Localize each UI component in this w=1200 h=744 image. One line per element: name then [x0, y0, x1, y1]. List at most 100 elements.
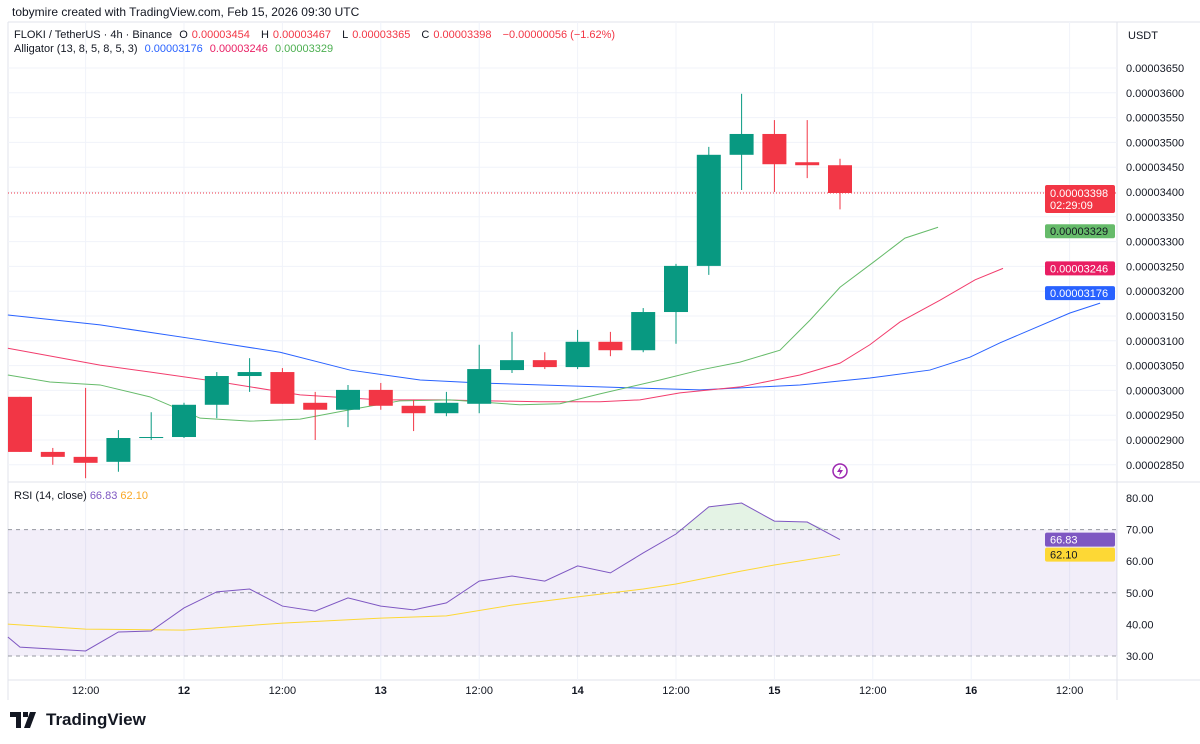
rsi-line [7, 502, 841, 652]
candle-down [270, 372, 295, 404]
candle-up [631, 312, 656, 351]
price-tick-label: 0.00003400 [1126, 187, 1184, 199]
change-value: −0.00000056 (−1.62%) [502, 29, 616, 41]
symbol-name[interactable]: FLOKI / TetherUS · 4h · Binance [14, 29, 173, 41]
low-label: L [342, 29, 349, 41]
alligator-indicator-name[interactable]: Alligator (13, 8, 5, 8, 5, 3) [14, 43, 138, 55]
time-tick-label: 12:00 [72, 685, 100, 697]
candle-up [139, 437, 164, 439]
rsi-value: 66.83 [89, 490, 118, 502]
price-tick-label: 0.00003300 [1126, 237, 1184, 249]
candle-up [204, 376, 229, 405]
tradingview-logo-icon [10, 712, 36, 728]
currency-label[interactable]: USDT [1128, 30, 1158, 42]
candle-up [172, 404, 196, 438]
rsi-tick-label: 60.00 [1126, 556, 1154, 568]
candle-up [106, 438, 131, 462]
rsi-tick-label: 50.00 [1126, 588, 1154, 600]
alligator-jaw-value: 0.00003176 [144, 43, 203, 55]
rsi-ma-value: 62.10 [120, 490, 148, 502]
time-tick-label: 12:00 [859, 685, 887, 697]
candle-down [532, 360, 557, 368]
price-tick-label: 0.00002850 [1126, 460, 1184, 472]
rsi-indicator-name[interactable]: RSI (14, close) [14, 490, 87, 502]
bar-countdown: 02:29:09 [1050, 200, 1093, 212]
time-tick-label: 12:00 [269, 685, 297, 697]
price-tick-label: 0.00003500 [1126, 137, 1184, 149]
time-tick-label: 12:00 [662, 685, 690, 697]
price-tick-label: 0.00002950 [1126, 410, 1184, 422]
brand-name: TradingView [46, 710, 146, 729]
time-tick-label: 12:00 [1056, 685, 1084, 697]
jaw-price-label: 0.00003176 [1050, 288, 1108, 300]
chart-credit: tobymire created with TradingView.com, F… [12, 5, 360, 19]
alligator-jaw-line [7, 302, 1101, 391]
rsi-tick-label: 40.00 [1126, 619, 1154, 631]
last-price-label-bg [1045, 184, 1115, 213]
price-tick-label: 0.00003050 [1126, 361, 1184, 373]
candle-down [368, 389, 393, 406]
last-price-label: 0.00003398 [1050, 188, 1108, 200]
close-value: 0.00003398 [433, 29, 492, 41]
symbol-legend: FLOKI / TetherUS · 4h · Binance O 0.00003… [14, 28, 619, 56]
candle-up [467, 369, 492, 404]
price-tick-label: 0.00003600 [1126, 88, 1184, 100]
price-tick-label: 0.00003150 [1126, 311, 1184, 323]
candle-up [729, 133, 754, 155]
jaw-price-label-bg [1045, 286, 1115, 301]
candle-down [762, 133, 787, 165]
rsi-overbought-fill [676, 503, 827, 535]
low-value: 0.00003365 [352, 29, 411, 41]
time-tick-label: 12:00 [465, 685, 493, 697]
lightning-icon-glyph [837, 466, 843, 476]
rsi-value-label: 66.83 [1050, 535, 1078, 547]
high-label: H [260, 29, 269, 41]
price-tick-label: 0.00003350 [1126, 212, 1184, 224]
alligator-teeth-value: 0.00003246 [209, 43, 268, 55]
alligator-teeth-line [7, 267, 1004, 403]
candle-up [696, 154, 721, 266]
candle-down [8, 396, 32, 452]
time-tick-label: 12 [178, 685, 190, 697]
high-value: 0.00003467 [272, 29, 332, 41]
candle-down [598, 341, 623, 351]
candle-up [237, 372, 262, 377]
candle-up [500, 360, 524, 371]
time-tick-label: 13 [375, 685, 387, 697]
price-tick-label: 0.00003000 [1126, 385, 1184, 397]
lips-price-label: 0.00003329 [1050, 226, 1108, 238]
candle-up [434, 402, 459, 414]
rsi-tick-label: 70.00 [1126, 525, 1154, 537]
candle-down [303, 402, 328, 410]
price-tick-label: 0.00003100 [1126, 336, 1184, 348]
candle-down [401, 405, 426, 414]
price-tick-label: 0.00003450 [1126, 162, 1184, 174]
price-tick-label: 0.00003200 [1126, 286, 1184, 298]
rsi-ma-line [7, 554, 841, 631]
alligator-lips-value: 0.00003329 [274, 43, 334, 55]
candle-up [565, 341, 590, 368]
price-tick-label: 0.00003550 [1126, 113, 1184, 125]
time-tick-label: 14 [571, 685, 584, 697]
rsi-tick-label: 80.00 [1126, 493, 1154, 505]
teeth-price-label: 0.00003246 [1050, 263, 1108, 275]
rsi-ma-value-label-bg [1045, 547, 1115, 562]
rsi-ma-value-label: 62.10 [1050, 550, 1078, 562]
close-label: C [421, 29, 430, 41]
price-tick-label: 0.00003650 [1126, 63, 1184, 75]
time-tick-label: 15 [768, 685, 780, 697]
price-tick-label: 0.00002900 [1126, 435, 1184, 447]
time-tick-label: 16 [965, 685, 977, 697]
candle-up [336, 389, 360, 410]
candle-up [664, 265, 688, 313]
candle-down [828, 165, 852, 193]
tradingview-logo[interactable]: TradingView [10, 710, 146, 730]
rsi-value-label-bg [1045, 532, 1115, 547]
rsi-legend: RSI (14, close) 66.83 62.10 [14, 490, 148, 502]
candle-down [40, 451, 65, 457]
candle-down [73, 456, 98, 463]
teeth-price-label-bg [1045, 261, 1115, 276]
rsi-tick-label: 30.00 [1126, 651, 1154, 663]
